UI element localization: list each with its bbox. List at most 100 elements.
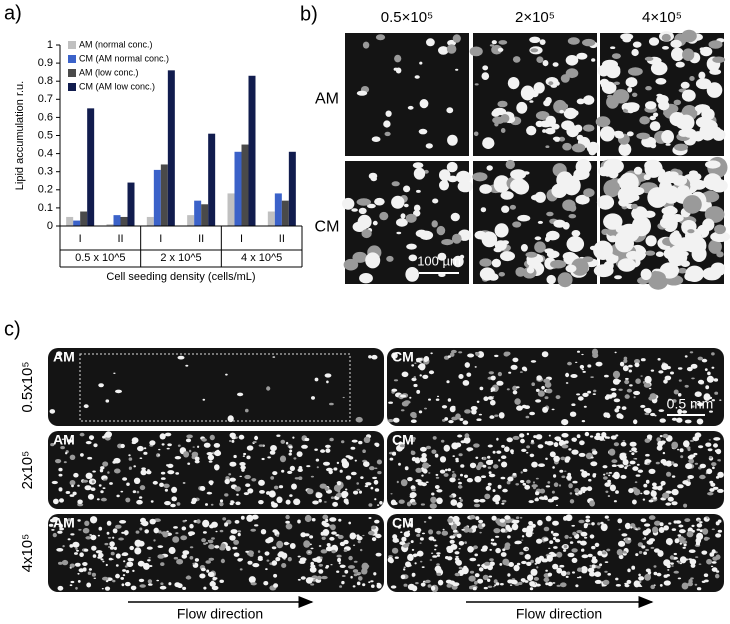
cell — [497, 371, 502, 377]
cell — [51, 480, 58, 485]
cell — [67, 538, 71, 541]
cell — [674, 143, 689, 151]
cells — [472, 159, 599, 288]
cell — [73, 472, 79, 478]
cell — [133, 477, 141, 484]
cell — [425, 579, 431, 584]
cell — [535, 388, 540, 392]
cell — [583, 188, 595, 198]
cell — [294, 477, 300, 480]
cell — [641, 545, 646, 549]
cell — [239, 568, 243, 571]
row-label: CM — [315, 219, 340, 236]
cell — [707, 492, 714, 496]
cell — [647, 571, 652, 575]
cell — [356, 198, 371, 206]
cell — [457, 434, 463, 438]
cell — [474, 83, 479, 86]
cell — [671, 461, 675, 465]
image-label: CM — [392, 349, 414, 365]
cell — [624, 394, 630, 399]
cell — [431, 449, 437, 454]
cell — [131, 437, 139, 444]
cell — [58, 467, 63, 472]
cell — [669, 231, 682, 246]
cell — [164, 501, 171, 506]
cell — [534, 236, 542, 241]
cell — [636, 132, 650, 140]
cell — [69, 544, 74, 548]
cell — [667, 171, 679, 179]
cell — [655, 251, 664, 257]
cell — [617, 258, 636, 272]
cell — [500, 552, 507, 557]
cell — [494, 414, 499, 417]
cell — [534, 563, 538, 565]
cell — [684, 419, 692, 424]
y-tick-label: 0 — [47, 220, 53, 232]
panel-label: b) — [300, 3, 318, 25]
cell — [564, 440, 569, 444]
cell — [502, 558, 510, 566]
cell — [500, 528, 506, 533]
cell — [496, 437, 499, 441]
cell — [488, 575, 493, 578]
cell — [368, 355, 372, 359]
cell — [350, 446, 356, 450]
cell — [519, 551, 524, 555]
image-label: CM — [392, 515, 414, 531]
cell — [628, 488, 634, 494]
cell — [673, 520, 678, 524]
cell — [243, 492, 249, 496]
cell — [362, 449, 366, 454]
cell — [474, 580, 478, 585]
cell — [292, 436, 295, 439]
cell — [77, 503, 84, 507]
cell — [435, 473, 439, 476]
cell — [580, 469, 584, 472]
cell — [645, 101, 657, 110]
cell — [207, 571, 215, 578]
column-label: 4×10⁵ — [642, 9, 682, 26]
cell — [164, 432, 172, 437]
y-tick-label: 0.2 — [38, 184, 53, 196]
cell — [163, 483, 170, 488]
cell — [665, 538, 673, 545]
cell — [58, 487, 63, 492]
cell — [542, 60, 549, 67]
cell — [233, 539, 240, 545]
cell — [695, 541, 701, 546]
cell — [490, 538, 495, 542]
cell — [681, 29, 697, 43]
cell — [582, 256, 594, 263]
cell — [528, 500, 534, 504]
cell — [685, 265, 704, 282]
legend-swatch — [68, 83, 76, 91]
cell — [362, 534, 365, 537]
cell — [65, 491, 71, 494]
cell — [140, 517, 146, 524]
cell — [280, 439, 286, 444]
cell — [398, 462, 401, 466]
cell — [604, 570, 608, 573]
cell — [478, 519, 484, 524]
cell — [529, 100, 534, 103]
legend-entry: AM (low conc.) — [79, 67, 139, 77]
cell — [576, 530, 583, 534]
cell — [678, 379, 682, 382]
cell — [427, 584, 432, 588]
cell — [646, 434, 653, 440]
cell — [297, 519, 301, 524]
cell — [576, 134, 584, 141]
cell — [498, 459, 501, 462]
cell — [61, 559, 69, 566]
cell — [458, 453, 463, 457]
cell — [336, 570, 340, 573]
cell — [696, 528, 701, 531]
cell — [590, 376, 594, 378]
cell — [508, 562, 514, 567]
cell — [421, 532, 426, 535]
cell — [220, 558, 225, 564]
cell — [715, 573, 720, 579]
cell — [207, 454, 215, 461]
